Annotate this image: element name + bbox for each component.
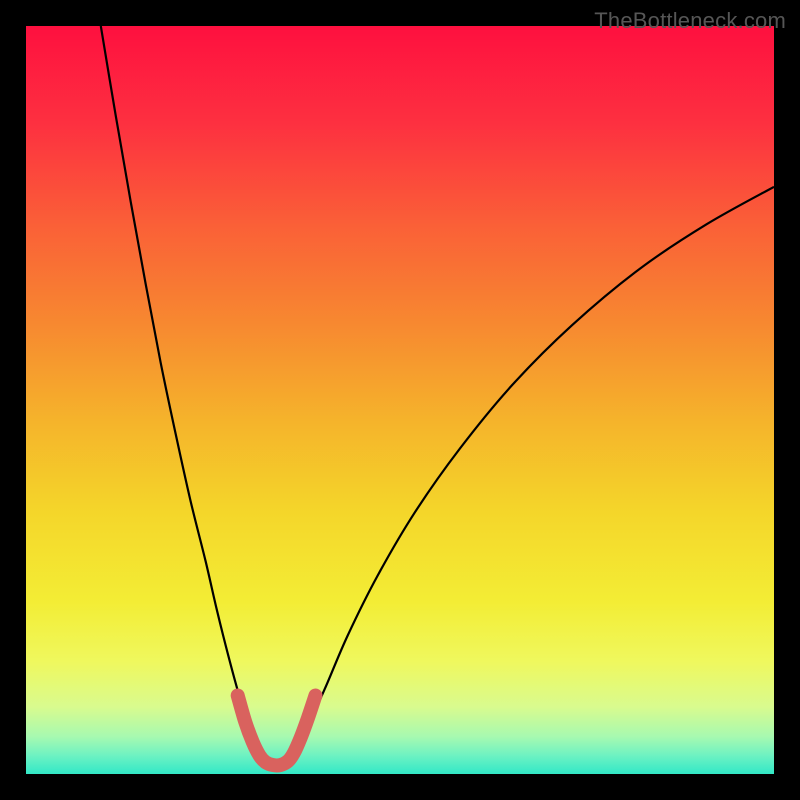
bottleneck-chart [0, 0, 800, 800]
watermark-text: TheBottleneck.com [594, 8, 786, 34]
chart-container: TheBottleneck.com [0, 0, 800, 800]
